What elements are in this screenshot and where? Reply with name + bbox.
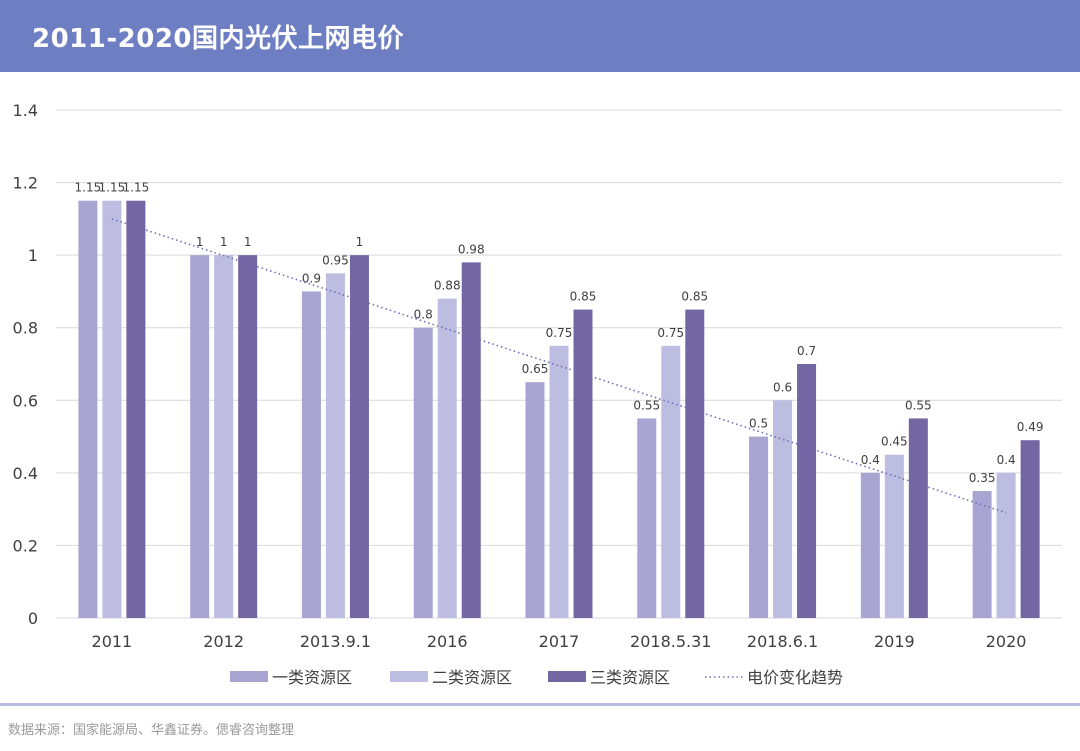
- data-label: 0.95: [322, 253, 349, 267]
- legend-swatch: [548, 671, 586, 682]
- data-label: 1: [220, 235, 228, 249]
- x-tick-label: 2018.6.1: [747, 632, 818, 651]
- bar-2-2013.9.1: [325, 273, 345, 618]
- data-label: 0.55: [633, 398, 660, 412]
- trend-line: [111, 218, 1007, 514]
- bar-3-2018.6.1: [797, 364, 817, 618]
- data-label: 1.15: [123, 181, 150, 195]
- page-title: 2011-2020国内光伏上网电价: [32, 24, 405, 54]
- x-tick-label: 2016: [427, 632, 468, 651]
- bar-1-2012: [190, 255, 210, 618]
- bar-1-2019: [860, 472, 880, 618]
- data-label: 1.15: [75, 181, 102, 195]
- bar-2-2011: [102, 200, 122, 618]
- y-tick-label: 1.2: [13, 174, 38, 193]
- bar-1-2018.5.31: [637, 418, 657, 618]
- data-label: 0.4: [997, 453, 1016, 467]
- y-tick-label: 0: [28, 609, 38, 628]
- data-label: 0.4: [861, 453, 880, 467]
- bar-2-2018.6.1: [773, 400, 793, 618]
- data-label: 0.35: [969, 471, 996, 485]
- data-label: 1: [244, 235, 252, 249]
- legend-swatch: [390, 671, 428, 682]
- legend-swatch: [230, 671, 268, 682]
- legend-label: 二类资源区: [432, 668, 512, 687]
- data-label: 0.9: [302, 271, 321, 285]
- bar-3-2013.9.1: [349, 255, 369, 618]
- x-tick-label: 2020: [986, 632, 1027, 651]
- header-bar: 2011-2020国内光伏上网电价: [0, 0, 1080, 72]
- data-label: 0.8: [414, 308, 433, 322]
- data-label: 0.98: [458, 242, 485, 256]
- x-tick-label: 2019: [874, 632, 915, 651]
- bar-3-2020: [1020, 440, 1040, 618]
- data-label: 0.49: [1017, 420, 1044, 434]
- bar-1-2016: [413, 327, 433, 618]
- bar-1-2011: [78, 200, 98, 618]
- bottom-divider: [0, 703, 1080, 706]
- bar-1-2017: [525, 382, 545, 618]
- data-label: 1.15: [99, 181, 126, 195]
- x-tick-label: 2012: [203, 632, 244, 651]
- data-label: 0.75: [546, 326, 573, 340]
- bar-2-2016: [437, 298, 457, 618]
- x-tick-label: 2017: [539, 632, 580, 651]
- bar-3-2018.5.31: [685, 309, 705, 618]
- bar-2-2017: [549, 345, 569, 618]
- y-tick-label: 1: [28, 246, 38, 265]
- bar-1-2018.6.1: [749, 436, 769, 618]
- bar-3-2012: [238, 255, 258, 618]
- legend-label: 三类资源区: [590, 668, 670, 687]
- data-label: 0.55: [905, 398, 932, 412]
- bar-2-2012: [214, 255, 234, 618]
- data-label: 0.85: [681, 290, 708, 304]
- data-label: 0.88: [434, 279, 461, 293]
- y-tick-label: 0.4: [13, 464, 38, 483]
- data-label: 0.6: [773, 380, 792, 394]
- data-label: 0.85: [570, 290, 597, 304]
- y-tick-label: 0.6: [13, 391, 38, 410]
- x-tick-label: 2013.9.1: [300, 632, 371, 651]
- data-label: 1: [356, 235, 364, 249]
- bar-3-2019: [908, 418, 928, 618]
- source-note: 数据来源：国家能源局、华鑫证券。偲睿咨询整理: [8, 723, 295, 738]
- y-tick-label: 1.4: [13, 101, 38, 120]
- data-label: 1: [196, 235, 204, 249]
- legend-label: 电价变化趋势: [747, 668, 843, 687]
- data-label: 0.75: [657, 326, 684, 340]
- y-tick-label: 0.8: [13, 319, 38, 338]
- x-tick-label: 2018.5.31: [630, 632, 711, 651]
- data-label: 0.7: [797, 344, 816, 358]
- y-tick-label: 0.2: [13, 536, 38, 555]
- data-label: 0.5: [749, 417, 768, 431]
- x-tick-label: 2011: [92, 632, 133, 651]
- bar-3-2016: [461, 262, 481, 618]
- bar-3-2017: [573, 309, 593, 618]
- legend-label: 一类资源区: [272, 668, 352, 687]
- bar-3-2011: [126, 200, 146, 618]
- bar-1-2020: [972, 491, 992, 618]
- bar-2-2018.5.31: [661, 345, 681, 618]
- bar-2-2020: [996, 472, 1016, 618]
- bar-2-2019: [884, 454, 904, 618]
- bar-1-2013.9.1: [301, 291, 321, 618]
- data-label: 0.65: [522, 362, 549, 376]
- data-label: 0.45: [881, 435, 908, 449]
